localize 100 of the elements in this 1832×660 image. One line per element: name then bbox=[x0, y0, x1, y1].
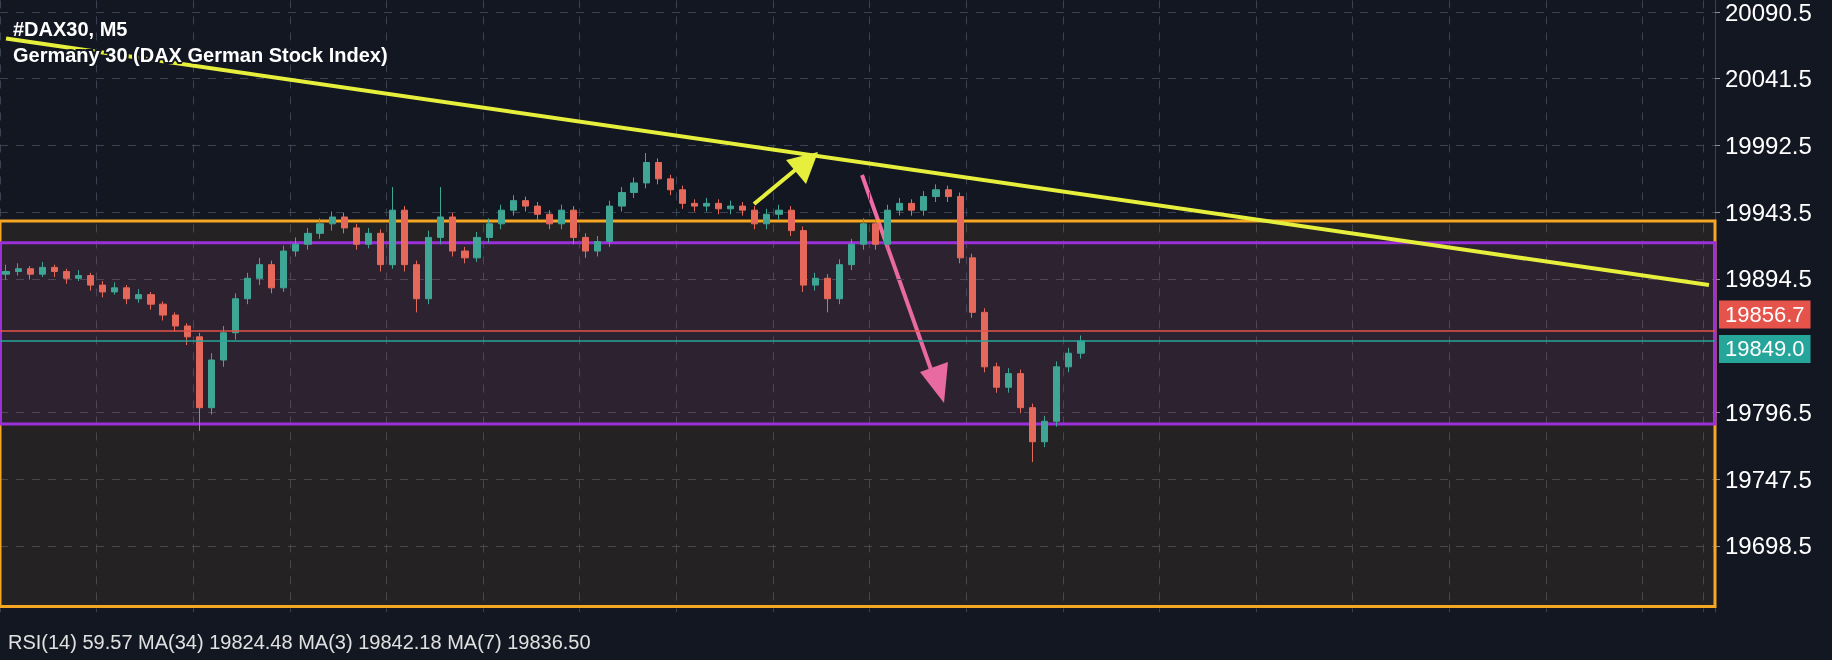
y-tick-label: 19894.5 bbox=[1725, 265, 1812, 293]
ref-line-label: 19856.7 bbox=[1725, 301, 1805, 327]
candlestick bbox=[63, 268, 70, 285]
candlestick bbox=[981, 307, 988, 373]
candlestick bbox=[763, 208, 770, 230]
candlestick bbox=[449, 212, 456, 257]
candlestick bbox=[1077, 335, 1085, 360]
candlestick bbox=[268, 260, 275, 294]
candlestick bbox=[389, 186, 396, 270]
candlestick bbox=[51, 264, 58, 278]
candlestick bbox=[896, 197, 903, 217]
ref-line-label: 19849.0 bbox=[1725, 336, 1805, 362]
candlestick bbox=[957, 191, 964, 264]
candlestick bbox=[775, 204, 783, 221]
candlestick bbox=[522, 196, 529, 213]
candlestick bbox=[932, 183, 940, 203]
y-tick-label: 19747.5 bbox=[1725, 465, 1812, 493]
candlestick bbox=[39, 261, 46, 278]
candlestick bbox=[244, 272, 251, 305]
candlestick bbox=[848, 238, 855, 271]
candlestick bbox=[220, 325, 227, 368]
candlestick bbox=[413, 260, 420, 313]
candlestick bbox=[256, 257, 263, 286]
candlestick bbox=[788, 205, 795, 237]
candlestick bbox=[945, 185, 952, 203]
candlestick bbox=[534, 201, 541, 221]
y-tick-label: 20090.5 bbox=[1725, 0, 1812, 26]
candlestick bbox=[812, 272, 819, 292]
candlestick bbox=[196, 332, 203, 432]
candlestick bbox=[27, 265, 34, 281]
candlestick bbox=[87, 272, 94, 292]
candlestick bbox=[727, 200, 734, 215]
candlestick bbox=[341, 212, 348, 234]
candlestick bbox=[715, 198, 722, 215]
candlestick bbox=[1017, 369, 1024, 414]
candlestick bbox=[172, 311, 179, 332]
candlestick bbox=[993, 362, 1000, 394]
candlestick bbox=[2, 264, 10, 281]
y-tick-label: 19943.5 bbox=[1725, 198, 1812, 226]
text: RSI(14) 59.57 MA(34) 19824.48 MA(3) 19842.18 MA(7) 19836.50 bbox=[8, 631, 591, 653]
candlestick bbox=[135, 288, 142, 304]
candlestick bbox=[739, 201, 746, 217]
candlestick bbox=[401, 205, 408, 272]
candlestick bbox=[377, 228, 384, 272]
candlestick bbox=[594, 235, 601, 257]
candlestick bbox=[630, 176, 638, 199]
y-tick-label: 20041.5 bbox=[1725, 65, 1812, 93]
candlestick bbox=[643, 152, 650, 189]
candlestick bbox=[473, 231, 481, 263]
candlestick bbox=[872, 219, 879, 251]
candlestick bbox=[860, 217, 867, 251]
candlestick bbox=[751, 205, 758, 230]
candlestick bbox=[679, 185, 686, 210]
candlestick bbox=[546, 209, 553, 230]
candlestick bbox=[111, 281, 118, 296]
candlestick bbox=[1041, 415, 1048, 448]
candlestick bbox=[15, 262, 22, 277]
candlestick bbox=[667, 174, 674, 196]
candlestick bbox=[703, 197, 710, 213]
candlestick bbox=[836, 258, 843, 305]
candlestick bbox=[486, 217, 493, 244]
candlestick bbox=[425, 230, 432, 305]
candlestick bbox=[969, 253, 976, 319]
candlestick bbox=[884, 204, 891, 251]
candlestick bbox=[824, 273, 831, 313]
candlestick bbox=[353, 223, 360, 251]
candlestick bbox=[655, 157, 662, 185]
candlestick bbox=[461, 246, 469, 264]
candlestick bbox=[498, 204, 505, 230]
candlestick bbox=[558, 204, 565, 230]
candlestick bbox=[908, 198, 915, 217]
candlestick bbox=[280, 245, 287, 293]
candlestick bbox=[147, 291, 155, 311]
candlestick bbox=[75, 269, 82, 282]
candlestick bbox=[159, 300, 167, 322]
candlestick bbox=[292, 236, 299, 257]
candlestick bbox=[1029, 403, 1036, 463]
candlestick bbox=[99, 280, 106, 298]
candlestick bbox=[232, 292, 239, 341]
candlestick bbox=[800, 226, 807, 293]
y-tick-label: 19698.5 bbox=[1725, 532, 1812, 560]
candlestick bbox=[618, 186, 626, 213]
candlestick bbox=[582, 232, 589, 259]
y-tick-label: 19796.5 bbox=[1725, 398, 1812, 426]
candlestick bbox=[1005, 367, 1012, 394]
candlestick bbox=[437, 186, 444, 245]
candlestick bbox=[304, 227, 312, 251]
candlestick bbox=[1065, 347, 1072, 373]
candlestick bbox=[316, 217, 324, 240]
candlestick bbox=[123, 284, 130, 305]
candlestick bbox=[1053, 360, 1060, 428]
candlestick bbox=[691, 198, 698, 213]
y-tick-label: 19992.5 bbox=[1725, 131, 1812, 159]
candlestick bbox=[329, 211, 336, 232]
candlestick bbox=[570, 205, 577, 245]
candlestick bbox=[606, 200, 613, 248]
candlestick bbox=[510, 194, 517, 217]
text: #DAX30, M5 bbox=[13, 18, 128, 40]
candlestick bbox=[208, 352, 215, 415]
candlestick bbox=[920, 190, 927, 217]
